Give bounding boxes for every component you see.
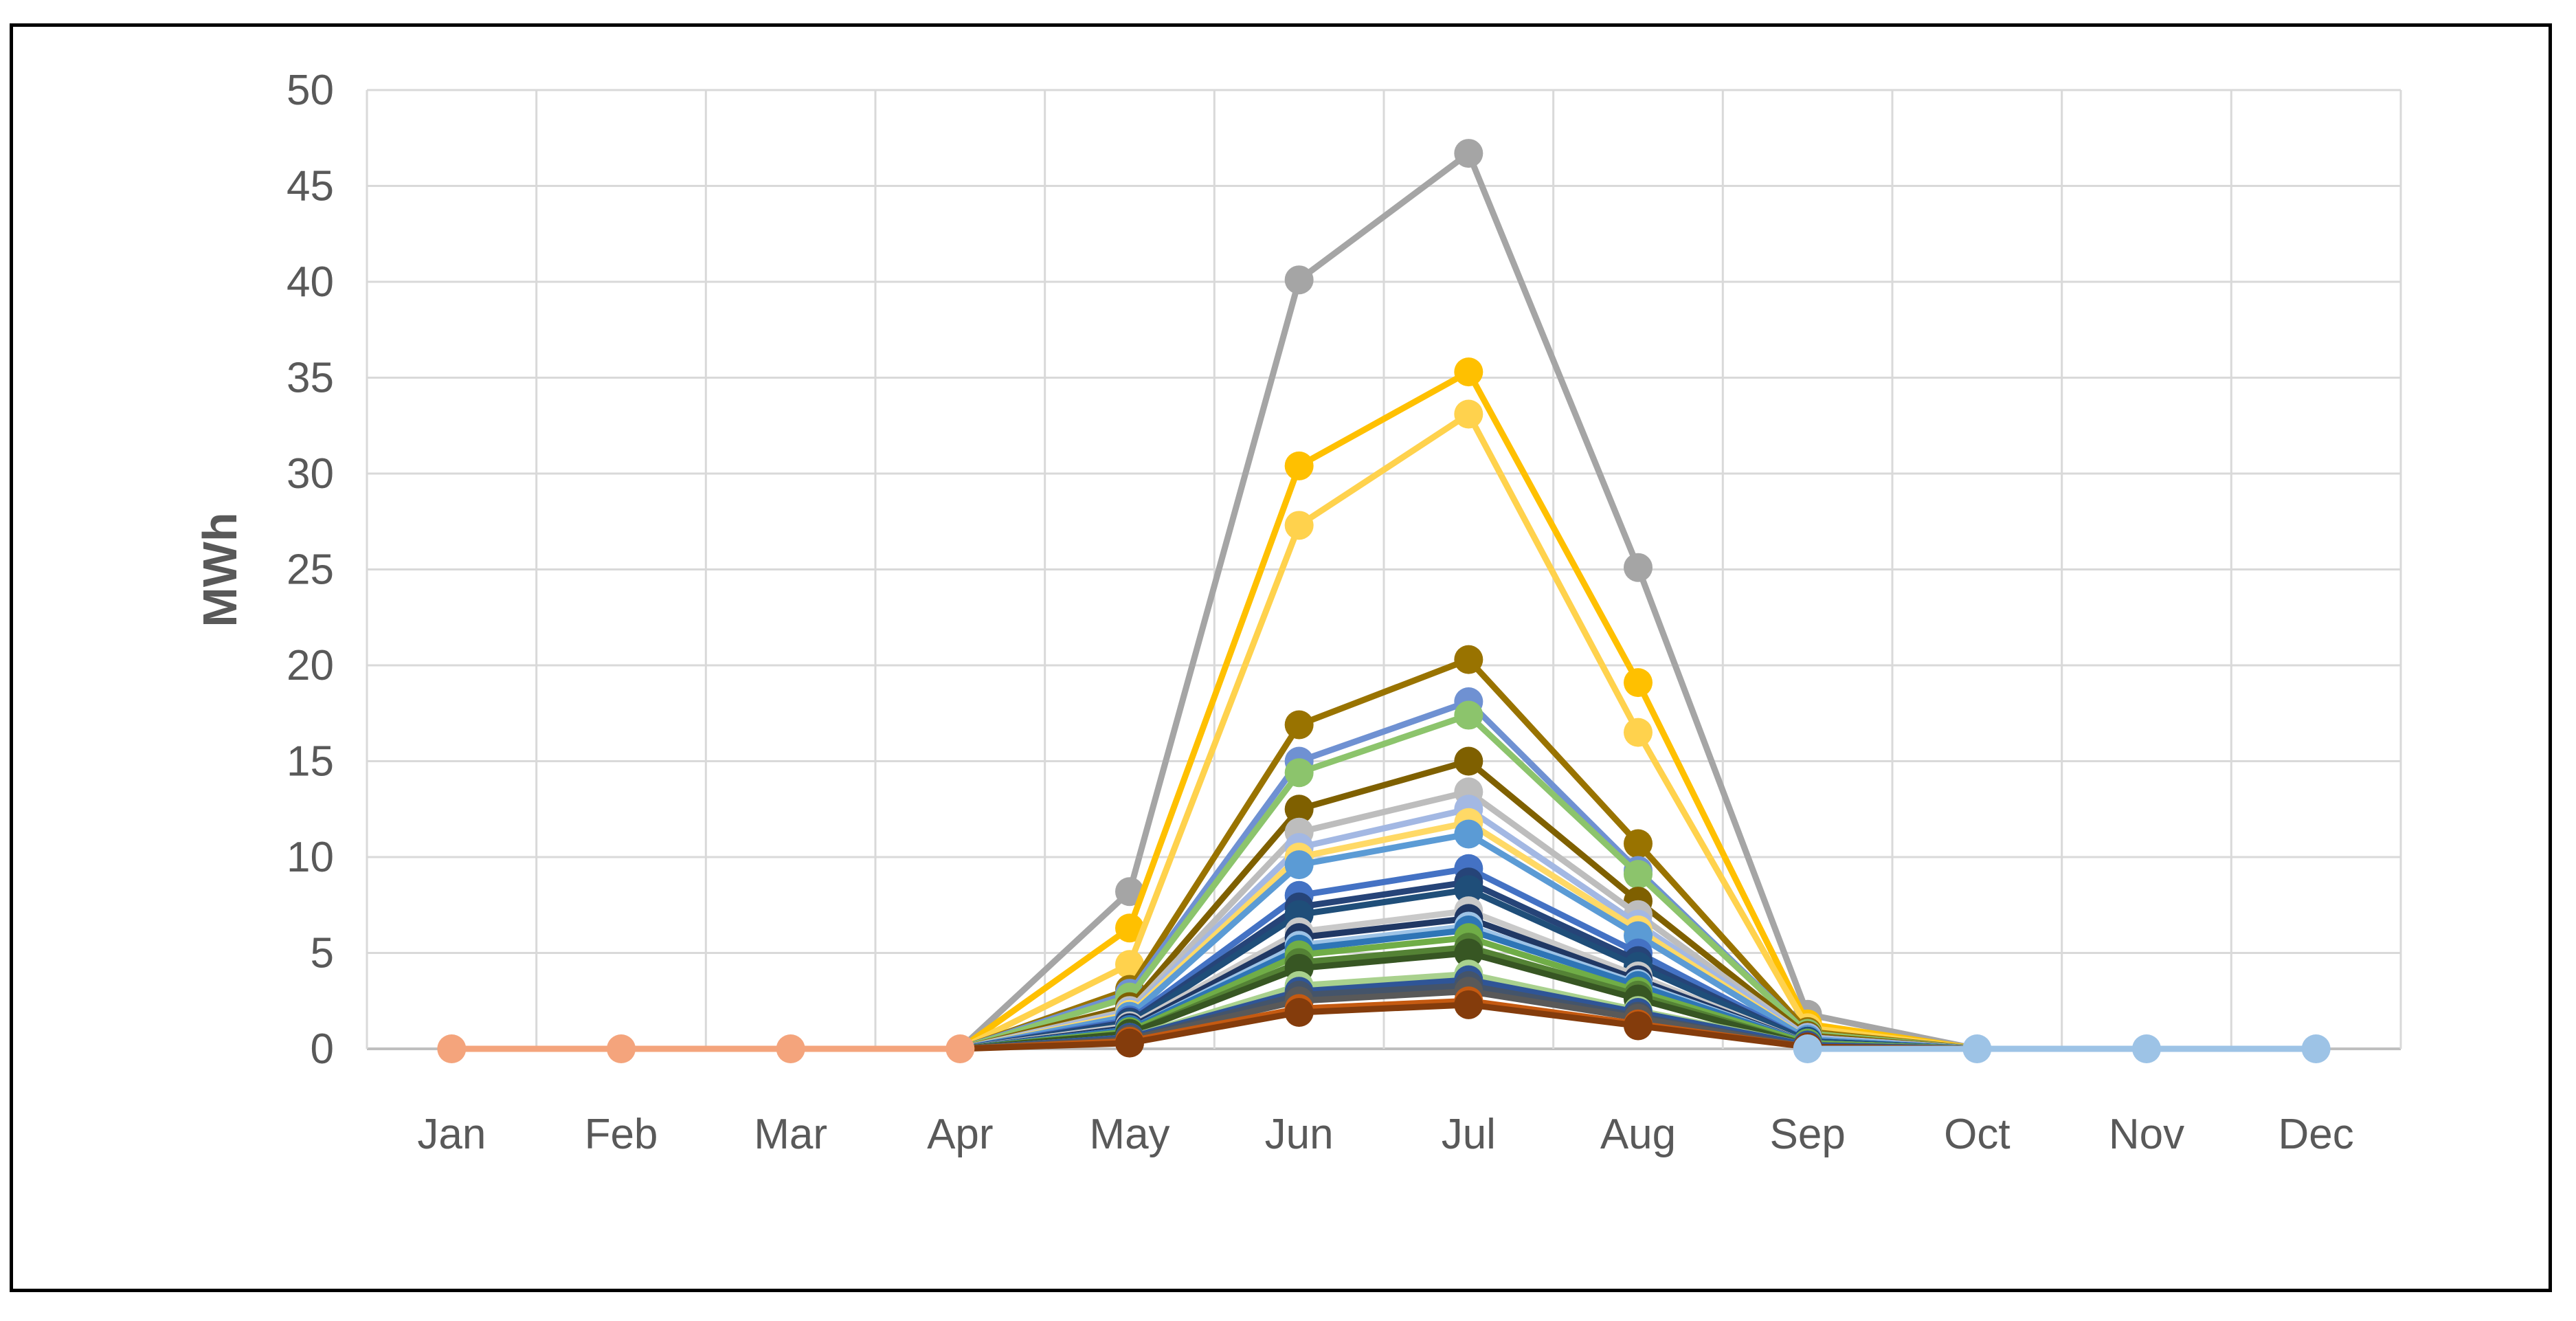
y-tick-label: 0 [311, 1025, 334, 1073]
y-tick-label: 25 [287, 546, 334, 594]
y-tick-label: 35 [287, 355, 334, 402]
x-tick-label: Dec [2278, 1111, 2354, 1158]
x-tick-label: Feb [585, 1111, 658, 1158]
data-point [945, 1034, 975, 1063]
data-point [1624, 860, 1653, 889]
data-point [437, 1034, 467, 1063]
data-point [607, 1034, 636, 1063]
data-point [1454, 139, 1483, 168]
x-tick-label: Aug [1600, 1111, 1676, 1158]
gridlines [366, 89, 2402, 1050]
y-tick-label: 30 [287, 450, 334, 498]
data-point [1962, 1034, 1992, 1063]
data-point [1284, 997, 1314, 1027]
x-axis-tick-labels: Jan Feb Mar Apr May Jun Jul Aug Sep Oct Nov Dec [417, 1111, 2353, 1158]
y-tick-label: 20 [287, 642, 334, 689]
data-point [1454, 700, 1483, 730]
data-point [1624, 553, 1653, 582]
x-tick-label: Jan [417, 1111, 486, 1158]
x-tick-label: Jun [1265, 1111, 1334, 1158]
data-point [1284, 710, 1314, 740]
y-tick-label: 50 [287, 67, 334, 114]
data-point [1454, 645, 1483, 674]
y-tick-label: 5 [311, 930, 334, 977]
data-point [1454, 357, 1483, 387]
y-tick-label: 45 [287, 163, 334, 210]
data-point [1454, 990, 1483, 1019]
data-point [1624, 1011, 1653, 1041]
zero-value-segments [437, 1034, 2331, 1063]
data-point [1284, 265, 1314, 295]
x-tick-label: Sep [1770, 1111, 1846, 1158]
data-point [1284, 795, 1314, 824]
x-tick-label: Jul [1442, 1111, 1496, 1158]
chart-frame: 0 5 10 15 20 25 30 35 40 45 50 Jan Feb Mar Apr May Jun J… [10, 23, 2552, 1292]
data-point [1284, 758, 1314, 788]
x-tick-label: May [1089, 1111, 1169, 1158]
x-tick-label: Nov [2109, 1111, 2184, 1158]
data-point [1115, 1028, 1144, 1058]
data-point [1284, 511, 1314, 540]
data-point [1454, 746, 1483, 776]
x-tick-label: Mar [754, 1111, 827, 1158]
data-point [1284, 451, 1314, 480]
x-tick-label: Oct [1944, 1111, 2010, 1158]
data-point [2301, 1034, 2331, 1063]
x-tick-label: Apr [927, 1111, 993, 1158]
series-lines [958, 139, 1978, 1062]
data-point [1793, 1034, 1822, 1063]
data-point [1115, 877, 1144, 907]
y-tick-label: 15 [287, 738, 334, 786]
data-point [2132, 1034, 2161, 1063]
y-tick-label: 40 [287, 258, 334, 306]
data-point [1454, 819, 1483, 849]
data-point [1624, 829, 1653, 858]
y-axis-title: MWh [193, 512, 247, 627]
data-point [1624, 718, 1653, 747]
data-point [1454, 399, 1483, 429]
data-point [1454, 875, 1483, 904]
data-point [1284, 850, 1314, 880]
data-point [1454, 938, 1483, 968]
data-point [1115, 950, 1144, 979]
data-point [1115, 913, 1144, 943]
data-point [1624, 668, 1653, 698]
y-axis-tick-labels: 0 5 10 15 20 25 30 35 40 45 50 [287, 67, 334, 1073]
data-point [776, 1034, 805, 1063]
y-tick-label: 10 [287, 834, 334, 881]
